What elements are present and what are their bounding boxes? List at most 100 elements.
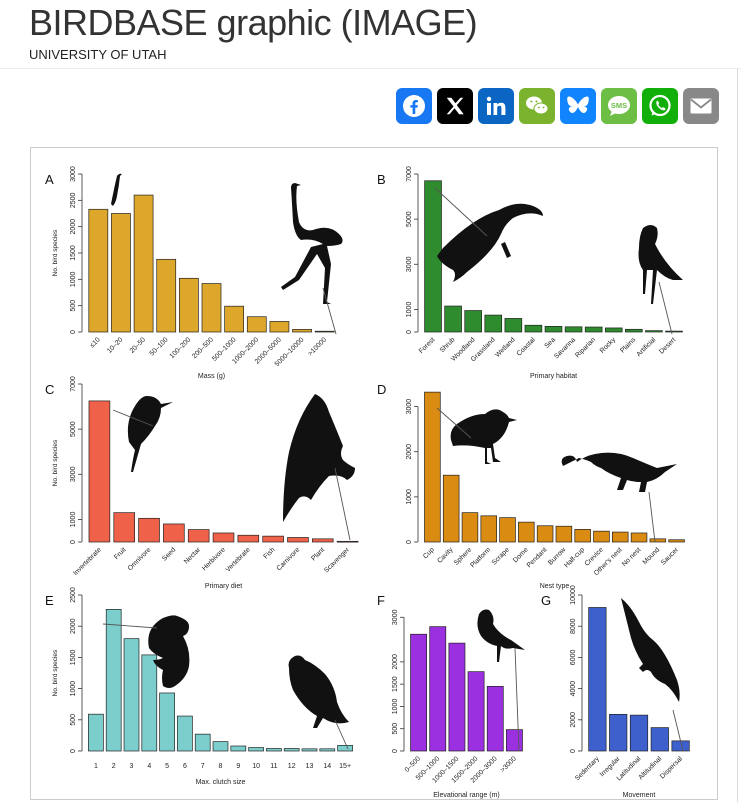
x-tick-label: Forest	[418, 336, 437, 355]
bar-b-5	[524, 324, 543, 333]
x-tick-label: >10000	[307, 336, 328, 357]
leader-line	[334, 467, 351, 541]
bar-e-3	[141, 654, 158, 752]
lark-silhouette	[477, 609, 525, 662]
bar-f-4	[486, 686, 504, 752]
panel-letter: E	[45, 593, 54, 608]
svg-text:SMS: SMS	[611, 101, 627, 110]
y-tick-label: 0	[392, 749, 399, 753]
bar-b-12	[665, 330, 683, 333]
bar-f-3	[467, 671, 485, 752]
bar-d-7	[555, 525, 573, 543]
x-tick-label: Half-cup	[563, 546, 586, 569]
share-x-button[interactable]	[437, 88, 473, 124]
x-tick-label: Seed	[161, 546, 177, 562]
share-bluesky-button[interactable]	[560, 88, 596, 124]
bar-a-1	[111, 213, 131, 333]
x-axis-label: Elevational range (m)	[433, 792, 500, 799]
bar-a-8	[269, 321, 290, 333]
linkedin-icon	[486, 96, 506, 115]
x-tick-label: 15+	[339, 763, 351, 770]
bar-b-9	[604, 327, 623, 333]
x-tick-label: Wetland	[494, 336, 517, 359]
bar-b-11	[645, 330, 663, 333]
thrush-silhouette	[450, 409, 517, 464]
bar-b-3	[484, 314, 503, 333]
y-tick-label: 0	[70, 540, 77, 544]
bar-e-4	[159, 692, 175, 752]
share-sms-button[interactable]: SMS	[601, 88, 637, 124]
bar-e-13	[319, 748, 336, 752]
x-tick-label: Riparian	[574, 336, 597, 359]
y-tick-label: 2000	[70, 618, 77, 634]
leader-line	[102, 623, 158, 629]
bar-c-8	[287, 537, 309, 543]
x-tick-label: 5	[165, 763, 169, 770]
y-tick-label: 3000	[392, 609, 399, 625]
bar-a-3	[156, 258, 177, 333]
bar-d-8	[574, 529, 591, 543]
share-whatsapp-button[interactable]	[642, 88, 678, 124]
bar-b-6	[544, 326, 563, 333]
bar-b-7	[564, 326, 583, 333]
x-tick-label: 2	[112, 763, 116, 770]
share-email-button[interactable]	[683, 88, 719, 124]
chart-panel-a: A 0 500 1000 1500 2000 2500 3000 No. bird specie…	[45, 166, 335, 380]
y-tick-label: 1000	[70, 512, 77, 528]
x-tick-label: Saucer	[660, 546, 681, 567]
bar-c-5	[212, 532, 235, 543]
email-icon	[690, 98, 712, 114]
page-edge-divider	[737, 68, 738, 802]
x-tick-label: Pendant	[526, 546, 549, 569]
bar-d-6	[536, 525, 554, 543]
bar-c-10	[336, 540, 359, 543]
x-tick-label: 20–50	[129, 336, 147, 354]
y-tick-label: 5000	[70, 421, 77, 437]
bar-c-0	[88, 400, 111, 543]
bar-g-3	[650, 727, 669, 752]
bar-d-2	[461, 512, 479, 543]
bar-d-12	[649, 538, 667, 543]
x-tick-label: 7	[201, 763, 205, 770]
bar-d-13	[668, 539, 685, 543]
bar-f-1	[429, 626, 447, 752]
share-linkedin-button[interactable]	[478, 88, 514, 124]
partridge-silhouette	[288, 655, 349, 728]
bar-c-1	[113, 512, 136, 543]
bar-e-6	[194, 733, 211, 752]
vulture-silhouette	[283, 394, 355, 522]
bar-c-2	[138, 517, 160, 543]
bar-a-5	[201, 283, 222, 333]
leader-line	[658, 281, 673, 335]
share-facebook-button[interactable]	[396, 88, 432, 124]
y-tick-label: 4000	[570, 681, 577, 697]
sms-icon: SMS	[608, 96, 630, 116]
x-tick-label: Shrub	[439, 336, 457, 354]
x-axis-label: Max. clutch size	[196, 779, 246, 786]
y-tick-label: 3000	[406, 399, 413, 415]
x-tick-label: 6	[183, 763, 187, 770]
y-tick-label: 3000	[70, 466, 77, 482]
y-tick-label: 6000	[570, 650, 577, 666]
x-axis-label: Nest type	[540, 583, 570, 590]
x-tick-label: 11	[270, 763, 277, 770]
x-tick-label: Coastal	[516, 336, 538, 358]
y-tick-label: 2000	[570, 712, 577, 728]
y-tick-label: 1000	[392, 699, 399, 715]
bar-a-7	[246, 316, 267, 333]
x-tick-label: Nectar	[183, 546, 203, 566]
y-tick-label: 1500	[392, 676, 399, 692]
x-axis-label: Mass (g)	[198, 373, 225, 380]
ostrich-silhouette	[281, 183, 343, 304]
bar-b-4	[504, 318, 523, 333]
x-tick-label: Mound	[642, 546, 662, 566]
y-tick-label: 7000	[406, 166, 413, 182]
leader-line	[112, 409, 154, 427]
bar-f-5	[506, 729, 523, 752]
panel-letter: B	[377, 172, 386, 187]
hornbill-silhouette	[437, 203, 543, 282]
bar-e-7	[212, 741, 229, 752]
y-axis-label: No. bird species	[52, 439, 59, 486]
share-wechat-button[interactable]	[519, 88, 555, 124]
